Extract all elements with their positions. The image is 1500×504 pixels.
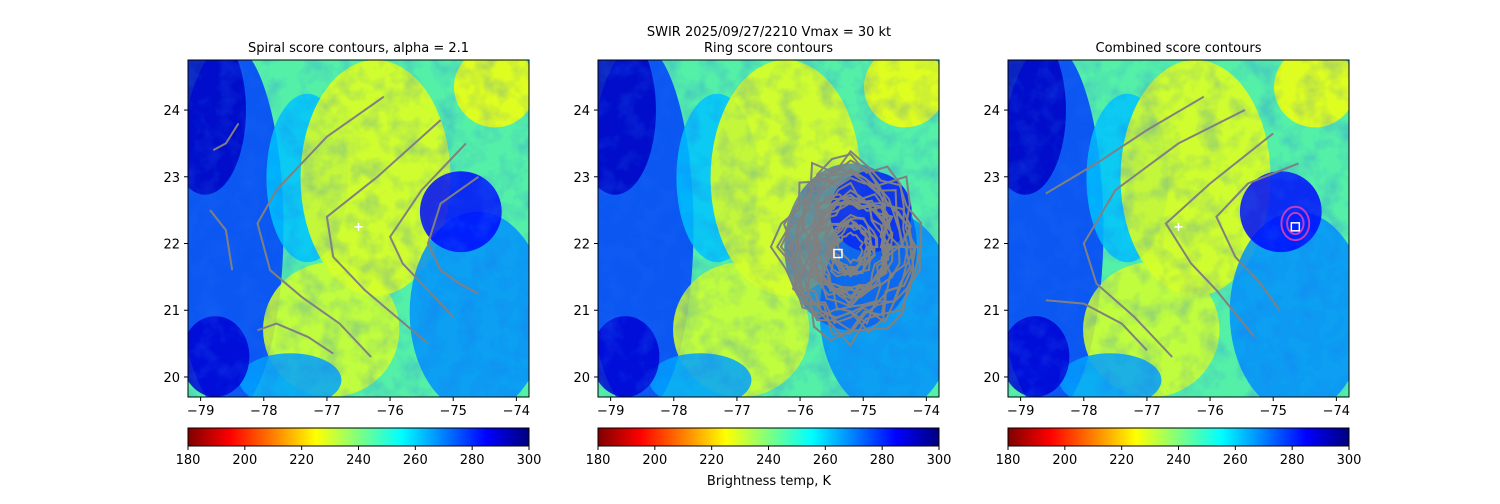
combined-score-contour: [1286, 211, 1305, 236]
score-contour: [209, 209, 234, 271]
colorbar-tick-label: 240: [756, 453, 781, 468]
ring-score-contour: [803, 189, 902, 298]
colorbar: [187, 427, 530, 447]
x-tick-label: −76: [1196, 404, 1223, 419]
x-tick-label: −79: [1007, 404, 1034, 419]
score-contour: [1045, 95, 1205, 195]
colorbar-tick-label: 300: [927, 453, 952, 468]
first-guess-plus-marker: [354, 222, 363, 231]
satellite-image: [1008, 60, 1349, 397]
score-contour: [1164, 132, 1274, 338]
x-tick-label: −78: [1070, 404, 1097, 419]
colorbar-tick-label: 240: [346, 453, 371, 468]
x-tick-label: −79: [187, 404, 214, 419]
first-guess-plus-marker: [1174, 222, 1183, 231]
ring-score-contour: [836, 231, 864, 265]
colorbar-tick-label: 260: [1223, 453, 1248, 468]
ring-score-contour: [786, 166, 915, 332]
colorbar-tick-label: 280: [870, 453, 895, 468]
x-tick-label: −76: [376, 404, 403, 419]
y-tick-label: 21: [573, 304, 590, 319]
panel-title: Spiral score contours, alpha = 2.1: [248, 41, 469, 56]
x-tick-label: −74: [1323, 404, 1350, 419]
ring-score-contour: [824, 213, 878, 278]
panel-title: Ring score contours: [704, 41, 833, 56]
center-square-marker: [833, 248, 843, 259]
colorbar-tick-label: 200: [642, 453, 667, 468]
x-tick-label: −77: [723, 404, 750, 419]
x-tick-label: −75: [1260, 404, 1287, 419]
x-tick-label: −78: [660, 404, 687, 419]
x-tick-label: −75: [850, 404, 877, 419]
colorbar-tick-label: 300: [517, 453, 542, 468]
axes-frame: [187, 59, 530, 398]
x-tick-label: −78: [250, 404, 277, 419]
ring-score-contour: [769, 159, 921, 342]
x-tick-label: −74: [913, 404, 940, 419]
y-tick-label: 20: [163, 371, 180, 386]
x-tick-label: −74: [503, 404, 530, 419]
colorbar-tick-label: 180: [996, 453, 1021, 468]
colorbar-tick-label: 280: [460, 453, 485, 468]
colorbar-tick-label: 300: [1337, 453, 1362, 468]
axes-frame: [1007, 59, 1350, 398]
colorbar-tick-label: 280: [1280, 453, 1305, 468]
y-tick-label: 24: [163, 104, 180, 119]
ring-score-contour: [811, 201, 886, 292]
y-tick-label: 22: [983, 238, 1000, 253]
colorbar-tick-label: 220: [289, 453, 314, 468]
ring-score-contour: [782, 153, 912, 335]
ring-score-contour: [797, 181, 903, 311]
y-tick-label: 21: [983, 304, 1000, 319]
axes-frame: [597, 59, 940, 398]
score-contour: [1082, 109, 1246, 358]
panel-1: Spiral score contours, alpha = 2.1 −79 −78…: [163, 41, 542, 468]
figure-suptitle: SWIR 2025/09/27/2210 Vmax = 30 kt: [647, 25, 891, 40]
y-tick-label: 24: [983, 104, 1000, 119]
panel-title: Combined score contours: [1096, 41, 1262, 56]
y-tick-label: 23: [163, 171, 180, 186]
score-contour: [1215, 162, 1299, 311]
combined-score-contour: [1280, 205, 1311, 242]
x-tick-label: −76: [786, 404, 813, 419]
x-tick-label: −77: [1133, 404, 1160, 419]
x-tick-label: −79: [597, 404, 624, 419]
x-tick-label: −75: [440, 404, 467, 419]
y-tick-label: 20: [983, 371, 1000, 386]
colorbar-tick-label: 180: [176, 453, 201, 468]
y-tick-label: 23: [573, 171, 590, 186]
y-tick-label: 22: [573, 238, 590, 253]
score-contour: [325, 119, 442, 345]
x-tick-label: −77: [313, 404, 340, 419]
score-contour: [212, 122, 240, 151]
score-contour: [257, 322, 334, 355]
y-tick-label: 24: [573, 104, 590, 119]
score-contour: [388, 142, 467, 318]
panel-3: Combined score contours −79 −78 −77 −76 −75 −7…: [983, 41, 1362, 468]
score-contour: [1045, 299, 1148, 351]
y-tick-label: 22: [163, 238, 180, 253]
satellite-image: [188, 60, 529, 397]
satellite-image: [598, 60, 939, 397]
score-contour: [426, 175, 480, 295]
y-tick-label: 21: [163, 304, 180, 319]
y-tick-label: 23: [983, 171, 1000, 186]
colorbar-tick-label: 200: [232, 453, 257, 468]
y-tick-label: 20: [573, 371, 590, 386]
colorbar-tick-label: 260: [813, 453, 838, 468]
colorbar: [597, 427, 940, 447]
colorbar-tick-label: 220: [1109, 453, 1134, 468]
colorbar: [1007, 427, 1350, 447]
colorbar-tick-label: 260: [403, 453, 428, 468]
colorbar-tick-label: 240: [1166, 453, 1191, 468]
colorbar-tick-label: 220: [699, 453, 724, 468]
colorbar-label: Brightness temp, K: [707, 474, 832, 489]
ring-score-contour: [832, 225, 869, 271]
colorbar-tick-label: 180: [586, 453, 611, 468]
panel-2: Ring score contours −79 −78 −77 −76 −75 −74 20 2…: [573, 41, 952, 468]
colorbar-tick-label: 200: [1052, 453, 1077, 468]
score-contour: [256, 95, 385, 358]
center-square-marker: [1290, 222, 1301, 232]
